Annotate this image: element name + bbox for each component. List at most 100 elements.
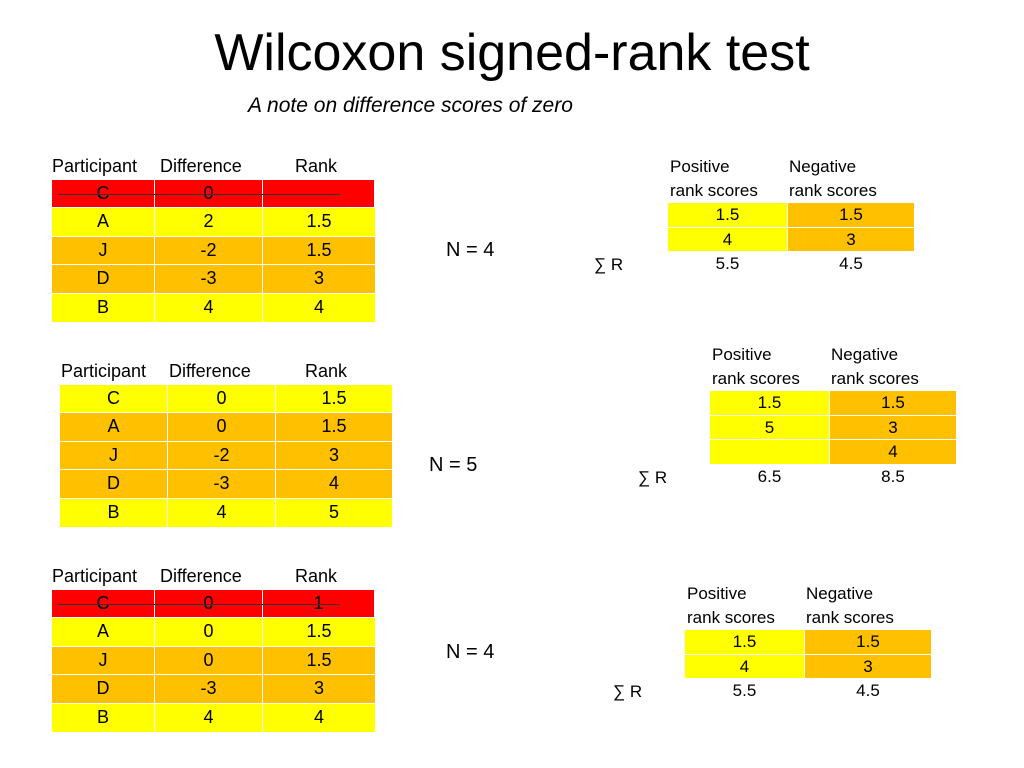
cell-rank: 1.5 bbox=[263, 618, 375, 646]
sum-positive: 5.5 bbox=[685, 679, 805, 705]
sum-positive: 6.5 bbox=[710, 464, 830, 491]
cell-participant: B bbox=[60, 498, 168, 527]
cell-positive: 1.5 bbox=[685, 630, 805, 654]
table-row: J -2 3 bbox=[60, 441, 392, 471]
table-row: D -3 3 bbox=[52, 675, 375, 704]
cell-participant: D bbox=[60, 470, 168, 498]
cell-difference: 4 bbox=[155, 293, 263, 322]
cell-positive: 5 bbox=[710, 415, 830, 439]
strikethrough-line bbox=[58, 603, 340, 605]
cell-participant: D bbox=[52, 265, 155, 293]
table-row: D -3 4 bbox=[60, 470, 392, 499]
cell-difference: -3 bbox=[155, 265, 263, 293]
header-positive-rank-scores: Positive rank scores bbox=[670, 157, 758, 200]
cell-participant: J bbox=[60, 441, 168, 470]
rank-row: 4 bbox=[710, 440, 956, 465]
cell-difference: -2 bbox=[155, 236, 263, 265]
cell-rank: 5 bbox=[276, 498, 392, 527]
rank-scores-table-3: Positive rank scores Negative rank scores… bbox=[613, 582, 931, 705]
cell-rank: 4 bbox=[276, 470, 392, 498]
participant-table-1: ParticipantDifferenceRankC0A21.5J-21.5D-… bbox=[52, 156, 375, 322]
table-row: A 0 1.5 bbox=[52, 618, 375, 647]
cell-participant: J bbox=[52, 646, 155, 675]
header-participant: Participant bbox=[52, 156, 138, 176]
rank-scores-table-1: Positive rank scores Negative rank scores… bbox=[594, 155, 914, 278]
slide-title: Wilcoxon signed-rank test bbox=[214, 24, 810, 82]
table-row: A 2 1.5 bbox=[52, 208, 375, 237]
cell-rank: 1.5 bbox=[276, 385, 392, 413]
table-row: C0 bbox=[52, 180, 375, 209]
header-rank: Rank bbox=[295, 156, 338, 176]
header-negative-rank-scores: Negative rank scores bbox=[831, 345, 919, 388]
cell-difference: 0 bbox=[168, 385, 276, 413]
cell-difference: 4 bbox=[168, 498, 276, 527]
header-participant: Participant bbox=[61, 361, 147, 381]
header-participant: Participant bbox=[52, 566, 138, 586]
cell-negative: 1.5 bbox=[830, 391, 956, 415]
cell-participant: A bbox=[60, 413, 168, 441]
cell-difference: 2 bbox=[155, 208, 263, 236]
strikethrough-line bbox=[58, 193, 340, 195]
table-header: Participant Difference Rank bbox=[60, 361, 392, 385]
cell-participant: A bbox=[52, 618, 155, 646]
cell-negative: 3 bbox=[788, 227, 914, 251]
rank-row: 1.5 1.5 bbox=[710, 391, 956, 416]
cell-negative: 3 bbox=[805, 654, 931, 678]
cell-rank: 3 bbox=[276, 441, 392, 470]
table-row: C01 bbox=[52, 590, 375, 619]
cell-rank: 1.5 bbox=[263, 646, 375, 675]
table-row: J -2 1.5 bbox=[52, 236, 375, 266]
cell-positive: 1.5 bbox=[710, 391, 830, 415]
cell-rank: 1.5 bbox=[276, 413, 392, 441]
sum-negative: 4.5 bbox=[839, 254, 863, 273]
cell-participant: D bbox=[52, 675, 155, 703]
n-label: N = 4 bbox=[446, 239, 495, 261]
header-rank: Rank bbox=[295, 566, 338, 586]
table-row: D -3 3 bbox=[52, 265, 375, 294]
cell-difference: -2 bbox=[168, 441, 276, 470]
table-header: Participant Difference Rank bbox=[52, 156, 375, 180]
slide-subtitle: A note on difference scores of zero bbox=[248, 94, 573, 117]
cell-positive bbox=[710, 440, 830, 464]
sum-negative: 4.5 bbox=[856, 681, 880, 700]
table-header: Participant Difference Rank bbox=[52, 566, 375, 590]
rank-header: Positive rank scores Negative rank scores bbox=[685, 582, 931, 630]
cell-negative: 4 bbox=[830, 440, 956, 464]
cell-negative: 1.5 bbox=[788, 203, 914, 227]
cell-rank: 3 bbox=[263, 675, 375, 703]
sum-row: ∑ R 5.5 4.5 bbox=[594, 252, 914, 278]
n-label: N = 5 bbox=[429, 454, 478, 476]
header-difference: Difference bbox=[160, 566, 242, 586]
rank-row: 1.5 1.5 bbox=[668, 203, 914, 228]
sum-row: ∑ R 5.5 4.5 bbox=[613, 679, 931, 705]
cell-negative: 1.5 bbox=[805, 630, 931, 654]
cell-difference: 0 bbox=[155, 646, 263, 675]
cell-difference: -3 bbox=[155, 675, 263, 703]
cell-rank: 4 bbox=[263, 703, 375, 732]
cell-participant: A bbox=[52, 208, 155, 236]
participant-table-2: Participant Difference Rank C 0 1.5 A 0 1.5 J -2 3 D… bbox=[60, 361, 392, 527]
participant-table-3: ParticipantDifferenceRankC01A01.5J01.5D-… bbox=[52, 566, 375, 732]
cell-rank: 1.5 bbox=[263, 236, 375, 265]
cell-participant: B bbox=[52, 293, 155, 322]
rank-scores-table-2: Positive rank scores Negative rank scores… bbox=[638, 343, 956, 491]
sum-positive: 5.5 bbox=[668, 252, 788, 278]
rank-header: Positive rank scores Negative rank scores bbox=[668, 155, 914, 203]
header-difference: Difference bbox=[169, 361, 251, 381]
table-row: C 0 1.5 bbox=[60, 385, 392, 414]
sum-label: ∑ R bbox=[594, 255, 624, 274]
header-positive-rank-scores: Positive rank scores bbox=[687, 584, 775, 627]
sum-label: ∑ R bbox=[613, 682, 643, 701]
sum-row: ∑ R 6.5 8.5 bbox=[638, 464, 956, 491]
cell-negative: 3 bbox=[830, 415, 956, 439]
rank-row: 1.5 1.5 bbox=[685, 630, 931, 655]
cell-difference: 0 bbox=[155, 618, 263, 646]
rank-header: Positive rank scores Negative rank scores bbox=[710, 343, 956, 391]
header-positive-rank-scores: Positive rank scores bbox=[712, 345, 800, 388]
